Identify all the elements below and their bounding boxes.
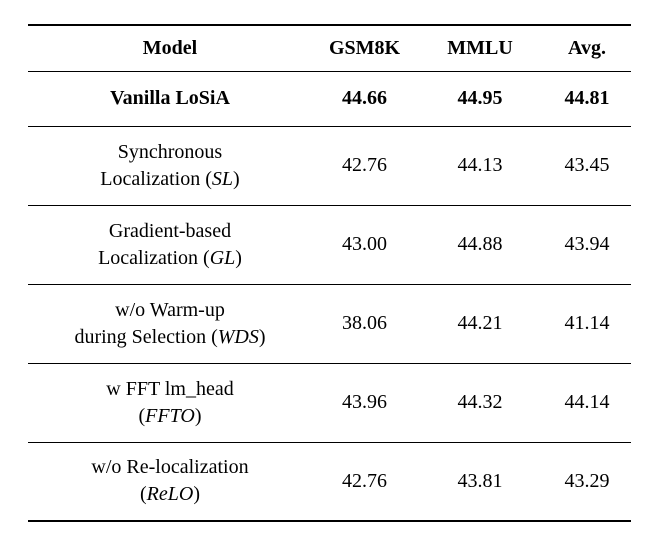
score-cell: 44.32: [417, 363, 543, 443]
model-abbreviation: GL: [209, 246, 236, 269]
score-cell: 42.76: [312, 126, 417, 206]
score-cell: 44.81: [543, 71, 631, 127]
column-header-gsm8k: GSM8K: [312, 25, 417, 72]
model-label: ): [193, 483, 200, 506]
score-cell: 43.45: [543, 126, 631, 206]
model-label: ): [194, 404, 202, 427]
table-row: w/o Re-localization (ReLO) 42.76 43.81 43.29: [28, 442, 631, 521]
model-label: Localization (: [100, 167, 212, 190]
model-cell: Synchronous Localization (SL): [28, 126, 312, 206]
model-cell: w/o Warm-up during Selection (WDS): [28, 284, 312, 364]
model-label: ): [233, 167, 240, 190]
score-cell: 43.29: [564, 469, 610, 492]
score-cell: 44.66: [312, 71, 417, 127]
model-cell: w/o Re-localization (ReLO): [28, 442, 312, 521]
column-header-avg: Avg.: [543, 25, 631, 72]
score-cell: 44.95: [417, 71, 543, 127]
model-abbreviation: SL: [211, 167, 234, 190]
model-label: ): [235, 246, 242, 269]
score-cell: 43.81: [457, 469, 503, 492]
table-row: Vanilla LoSiA 44.66 44.95 44.81: [28, 71, 631, 127]
model-label: during Selection (: [74, 325, 218, 348]
column-header-mmlu: MMLU: [417, 25, 543, 72]
table-body: Vanilla LoSiA 44.66 44.95 44.81 Synchronous L…: [28, 71, 631, 521]
model-label: Gradient-based: [108, 219, 232, 242]
model-abbreviation: WDS: [217, 325, 259, 348]
model-label: Vanilla LoSiA: [110, 87, 230, 109]
model-label: (: [138, 404, 146, 427]
model-cell: w FFT lm_head (FFTO): [28, 363, 312, 443]
model-cell: Gradient-based Localization (GL): [28, 205, 312, 285]
model-label: (: [139, 483, 147, 506]
model-label: w/o Warm-up: [115, 298, 225, 321]
score-cell: 44.13: [417, 126, 543, 206]
score-cell: 38.06: [312, 284, 417, 364]
score-cell: 44.14: [543, 363, 631, 443]
model-label: w/o Re-localization: [91, 456, 249, 479]
column-header-model: Model: [28, 25, 312, 72]
table-row: w/o Warm-up during Selection (WDS) 38.06 44…: [28, 284, 631, 364]
model-label: Localization (: [98, 246, 210, 269]
score-cell: 43.00: [312, 205, 417, 285]
header-row: Model GSM8K MMLU Avg.: [28, 25, 631, 72]
score-cell: 44.88: [417, 205, 543, 285]
model-label: Synchronous: [117, 140, 223, 163]
ablation-results-table: Model GSM8K MMLU Avg. Vanilla LoSiA 44.66…: [28, 24, 631, 522]
model-label: ): [258, 325, 266, 348]
model-abbreviation: ReLO: [146, 483, 194, 506]
score-cell: 44.21: [417, 284, 543, 364]
model-cell: Vanilla LoSiA: [28, 71, 312, 127]
score-cell: 43.94: [543, 205, 631, 285]
table-row: Synchronous Localization (SL) 42.76 44.13 43…: [28, 126, 631, 206]
model-label: w FFT lm_head: [106, 377, 234, 400]
score-cell: 43.96: [312, 363, 417, 443]
score-cell: 41.14: [543, 284, 631, 364]
score-cell: 42.76: [342, 469, 387, 492]
model-abbreviation: FFTO: [145, 404, 195, 427]
table-row: w FFT lm_head (FFTO) 43.96 44.32 44.14: [28, 363, 631, 443]
table-row: Gradient-based Localization (GL) 43.00 44.8…: [28, 205, 631, 285]
